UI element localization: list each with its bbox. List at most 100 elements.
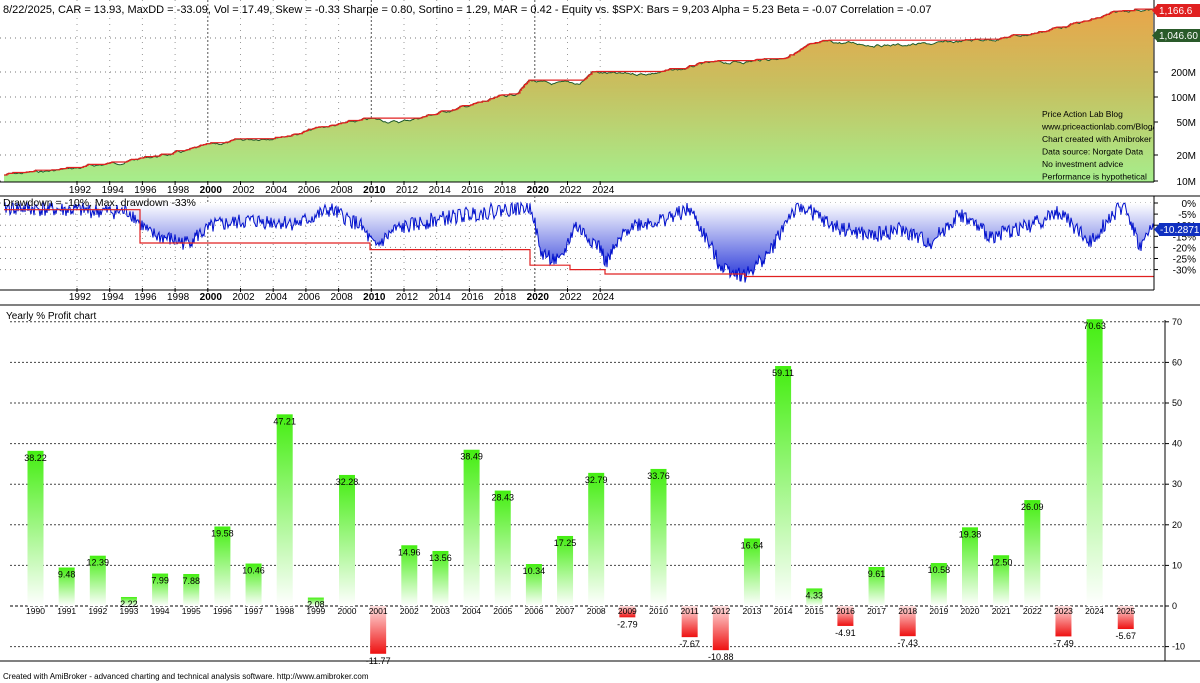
drawdown-x-tick-label: 2022: [559, 292, 582, 303]
profit-y-tick-label: 20: [1172, 520, 1182, 530]
profit-bar: [743, 538, 760, 606]
profit-category-label: 2012: [711, 606, 730, 616]
profit-category-label: 2001: [369, 606, 388, 616]
profit-bar: [557, 535, 574, 606]
profit-value-label: 19.38: [959, 529, 982, 539]
profit-value-label: 32.79: [585, 475, 608, 485]
profit-value-label: 59.11: [772, 368, 794, 378]
profit-category-label: 1992: [88, 606, 107, 616]
profit-value-label: 28.43: [491, 493, 514, 503]
equity-x-tick-label: 2004: [265, 185, 288, 196]
profit-bar: [993, 555, 1010, 606]
profit-category-label: 2011: [681, 606, 700, 616]
profit-category-label: 2024: [1085, 606, 1104, 616]
drawdown-x-tick-label: 2010: [363, 292, 386, 303]
profit-category-label: 1993: [119, 606, 138, 616]
equity-x-tick-label: 2002: [232, 185, 255, 196]
profit-y-tick-label: 70: [1172, 317, 1182, 327]
drawdown-x-tick-label: 1996: [134, 292, 157, 303]
profit-value-label: -4.91: [835, 628, 856, 638]
profit-value-label: -10.88: [708, 652, 734, 662]
equity-gridlines: [0, 0, 1154, 182]
drawdown-x-tick-label: 2014: [429, 292, 452, 303]
drawdown-max-line: [4, 209, 1154, 278]
profit-value-label: 16.64: [741, 540, 764, 550]
profit-bar: [1117, 606, 1134, 630]
drawdown-x-axis: 1992 1994 1996 1998 2000 2002 2004 2006 2008 2010…: [69, 288, 615, 303]
equity-y-tick-label: 200M: [1171, 68, 1196, 79]
profit-bar: [401, 545, 418, 606]
profit-bar: [712, 606, 729, 651]
profit-bar: [868, 566, 885, 606]
profit-value-labels: 38.22 9.48 12.39 2.22 7.99 7.88 19.58 10.46 47.2…: [24, 321, 1136, 666]
equity-panel[interactable]: 8/22/2025, CAR = 13.93, MaxDD = -33.09, …: [0, 0, 1200, 188]
profit-bar: [27, 450, 44, 606]
profit-y-tick-label: 40: [1172, 439, 1182, 449]
profit-category-label: 1995: [182, 606, 201, 616]
drawdown-x-tick-label: 2006: [298, 292, 321, 303]
drawdown-panel[interactable]: Drawdown = -10%, Max. drawdown -33% 0%-5…: [0, 195, 1200, 291]
drawdown-y-tick-label: -5%: [1178, 210, 1196, 221]
equity-x-tick-label: 2014: [429, 185, 452, 196]
drawdown-y-tick-label: -20%: [1173, 243, 1196, 254]
profit-category-label: 2019: [929, 606, 948, 616]
drawdown-y-tick-label: 0%: [1182, 199, 1197, 210]
profit-panel[interactable]: Yearly % Profit chart 38.22 9.48 12.39 2.22…: [0, 304, 1200, 666]
profit-bar: [183, 574, 200, 606]
profit-bar: [1055, 606, 1072, 637]
profit-category-label: 2016: [836, 606, 855, 616]
profit-bar: [494, 490, 511, 606]
equity-x-tick-label: 1998: [167, 185, 190, 196]
profit-category-label: 1997: [244, 606, 263, 616]
profit-bars: [27, 319, 1134, 654]
equity-y-tick-label: 100M: [1171, 93, 1196, 104]
profit-bar: [152, 573, 169, 606]
profit-category-label: 2020: [961, 606, 980, 616]
profit-bar: [120, 596, 137, 606]
info-box-line: No investment advice: [1042, 159, 1124, 169]
profit-y-ticks: 70 60 50 40 30 20 10 0 -10: [1165, 317, 1185, 652]
drawdown-x-tick-label: 2016: [461, 292, 484, 303]
profit-value-label: -7.49: [1053, 638, 1074, 648]
profit-value-label: -2.79: [617, 619, 638, 629]
profit-value-label: 32.28: [336, 477, 359, 487]
profit-x-axis: 1990 1991 1992 1993 1994 1995 1996 1997 1998 1999…: [26, 606, 1135, 616]
equity-x-axis: 1992 1994 1996 1998 2000 2002 2004 2006 2008 2010…: [69, 181, 615, 196]
profit-category-label: 2013: [742, 606, 761, 616]
profit-value-label: 9.61: [868, 569, 886, 579]
profit-bar: [681, 606, 698, 638]
profit-value-label: 38.49: [460, 452, 483, 462]
profit-bar: [432, 550, 449, 606]
profit-value-label: 38.22: [24, 453, 47, 463]
profit-category-label: 2022: [1023, 606, 1042, 616]
profit-category-label: 2017: [867, 606, 886, 616]
profit-value-label: 70.63: [1083, 321, 1106, 331]
equity-x-tick-label: 2012: [396, 185, 419, 196]
profit-category-label: 2021: [992, 606, 1011, 616]
profit-category-label: 2000: [338, 606, 357, 616]
profit-category-label: 2007: [556, 606, 575, 616]
drawdown-x-tick-label: 2024: [592, 292, 615, 303]
equity-y-tick-label: 50M: [1177, 118, 1196, 129]
equity-x-tick-label: 2020: [527, 185, 550, 196]
equity-x-tick-label: 2000: [200, 185, 223, 196]
drawdown-x-tick-label: 2018: [494, 292, 517, 303]
info-box-line: www.priceactionlab.com/Blog/: [1041, 122, 1156, 132]
equity-x-tick-label: 2006: [298, 185, 321, 196]
profit-bar: [1086, 319, 1103, 606]
equity-last-value-high: 1,166.6: [1159, 6, 1193, 17]
profit-value-label: 2.08: [307, 600, 325, 610]
drawdown-last-value-badge: -10.2871: [1154, 223, 1200, 236]
equity-header: 8/22/2025, CAR = 13.93, MaxDD = -33.09, …: [3, 4, 932, 16]
equity-x-tick-label: 2018: [494, 185, 517, 196]
profit-category-label: 2008: [587, 606, 606, 616]
profit-value-label: 10.58: [928, 565, 951, 575]
profit-bar: [214, 526, 231, 606]
equity-last-value-low-badge: 1,046.60: [1152, 29, 1200, 42]
profit-value-label: 47.21: [273, 416, 296, 426]
profit-category-label: 1999: [306, 606, 325, 616]
profit-bar: [58, 567, 75, 606]
profit-value-label: 7.99: [151, 576, 169, 586]
profit-category-label: 2002: [400, 606, 419, 616]
drawdown-gridlines: [0, 196, 1154, 290]
